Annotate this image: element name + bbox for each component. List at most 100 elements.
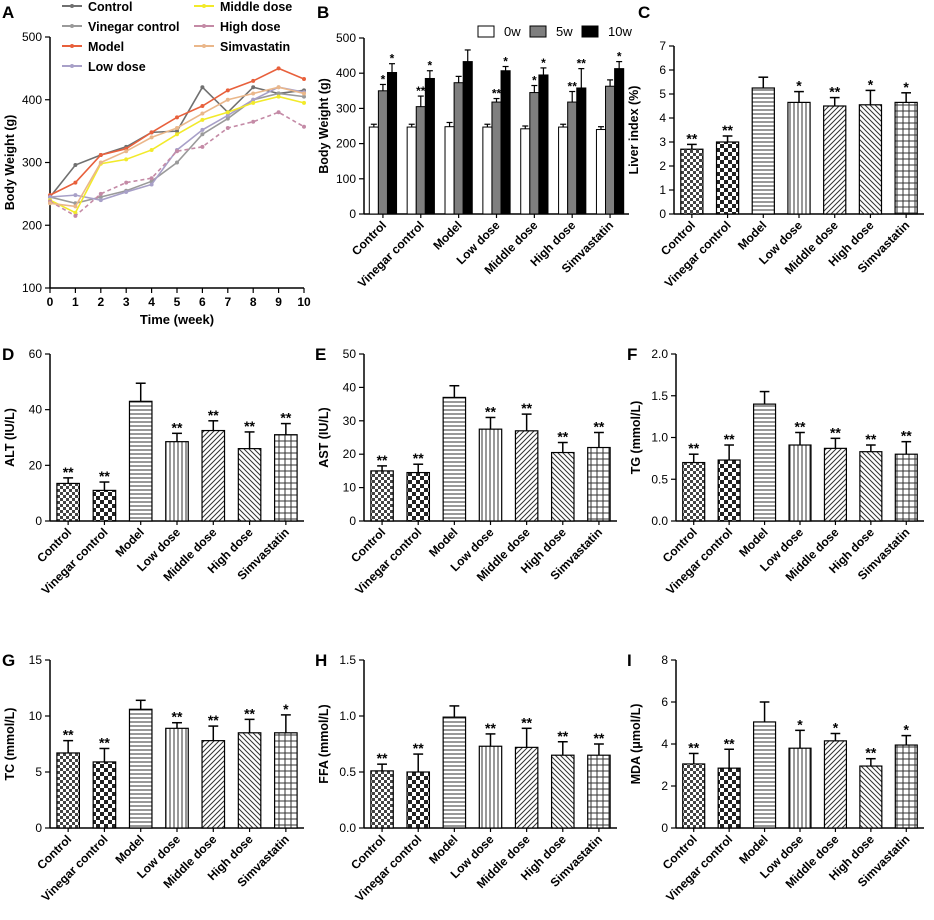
panel-letter-f: F bbox=[627, 345, 637, 364]
panel-letter-g: G bbox=[2, 651, 15, 670]
data-point bbox=[302, 91, 306, 96]
bar bbox=[406, 471, 431, 522]
bar bbox=[453, 82, 464, 215]
data-point bbox=[175, 115, 179, 120]
y-tick-label: 10 bbox=[29, 709, 43, 723]
legend-label: Low dose bbox=[88, 60, 146, 74]
significance-label: ** bbox=[244, 705, 255, 721]
legend-marker bbox=[70, 24, 74, 28]
y-axis-label: Body Weight (g) bbox=[3, 115, 17, 211]
x-tick-label: Vinegar control bbox=[663, 525, 735, 597]
y-tick-label: 200 bbox=[336, 137, 356, 151]
x-tick-label: Model bbox=[735, 218, 769, 252]
data-point bbox=[124, 157, 129, 162]
bar bbox=[752, 721, 777, 829]
bar bbox=[823, 740, 848, 829]
data-point bbox=[175, 132, 179, 137]
bar bbox=[478, 428, 503, 522]
bar bbox=[442, 396, 467, 522]
y-tick-label: 6 bbox=[661, 695, 668, 709]
x-tick-label: Model bbox=[426, 832, 460, 866]
panel-a-line-chart: 100 200 300 400 500 Body Weight (g) 0 1 2 3 4 5 6 7 8 9… bbox=[3, 0, 311, 327]
significance-label: ** bbox=[557, 728, 568, 744]
bar bbox=[92, 761, 117, 829]
x-tick-label: Vinegar control bbox=[352, 832, 424, 904]
data-point bbox=[98, 160, 103, 165]
y-tick-label: 20 bbox=[343, 447, 357, 461]
significance-label: ** bbox=[830, 424, 841, 440]
y-tick-label: 0 bbox=[659, 207, 666, 221]
significance-label: ** bbox=[413, 450, 424, 466]
data-point bbox=[149, 147, 154, 152]
legend-label: High dose bbox=[220, 20, 280, 34]
y-tick-label: 1.5 bbox=[651, 389, 668, 403]
significance-label: ** bbox=[795, 418, 806, 434]
significance-label: * bbox=[796, 78, 802, 94]
significance-label: * bbox=[390, 52, 395, 66]
y-tick-label: 300 bbox=[336, 101, 356, 115]
data-point bbox=[302, 77, 306, 82]
series-line bbox=[49, 85, 305, 198]
panel-letter-e: E bbox=[315, 345, 326, 364]
y-tick-label: 1.5 bbox=[339, 653, 356, 667]
legend-marker bbox=[202, 4, 206, 8]
data-point bbox=[276, 94, 281, 99]
panel-letter-h: H bbox=[315, 651, 327, 670]
y-tick-label: 40 bbox=[343, 380, 357, 394]
legend-label: Vinegar control bbox=[88, 20, 179, 34]
data-point bbox=[124, 149, 129, 154]
bar bbox=[514, 430, 539, 522]
legend-marker bbox=[202, 44, 206, 48]
data-point bbox=[48, 201, 52, 206]
data-point bbox=[251, 91, 256, 96]
significance-label: ** bbox=[99, 468, 110, 484]
x-tick-label: Vinegar control bbox=[352, 525, 424, 597]
panel-letter-b: B bbox=[317, 3, 329, 22]
legend-label: 5w bbox=[556, 24, 573, 39]
bar bbox=[482, 126, 493, 215]
data-point bbox=[73, 204, 78, 209]
y-tick-label: 60 bbox=[29, 347, 43, 361]
bar bbox=[386, 71, 398, 215]
x-tick-label: Vinegar control bbox=[39, 832, 111, 904]
bar bbox=[751, 87, 775, 215]
data-point bbox=[251, 119, 256, 124]
significance-label: ** bbox=[485, 720, 496, 736]
y-tick-label: 0 bbox=[349, 514, 356, 528]
y-tick-label: 400 bbox=[22, 93, 42, 107]
data-point bbox=[124, 180, 129, 185]
significance-label: ** bbox=[901, 428, 912, 444]
bar bbox=[478, 745, 503, 829]
data-point bbox=[225, 113, 230, 118]
y-tick-label: 1.0 bbox=[651, 431, 668, 445]
x-tick-label: 9 bbox=[275, 295, 282, 309]
x-tick-label: Vinegar control bbox=[39, 525, 111, 597]
data-point bbox=[200, 127, 205, 132]
bar bbox=[894, 453, 918, 522]
y-tick-label: 0 bbox=[35, 821, 42, 835]
y-tick-label: 100 bbox=[22, 281, 42, 295]
data-point bbox=[98, 195, 103, 200]
legend-label: Simvastatin bbox=[220, 40, 290, 54]
x-tick-label: 6 bbox=[199, 295, 206, 309]
significance-label: ** bbox=[413, 740, 424, 756]
bar bbox=[788, 444, 812, 522]
bar bbox=[128, 400, 153, 522]
bar bbox=[370, 770, 394, 829]
significance-label: ** bbox=[377, 452, 388, 468]
x-tick-label: 3 bbox=[123, 295, 130, 309]
legend-swatch bbox=[529, 25, 547, 38]
x-tick-label: 1 bbox=[72, 295, 79, 309]
y-tick-label: 3 bbox=[659, 135, 666, 149]
y-axis-label: ALT (IU/L) bbox=[3, 408, 17, 467]
bar bbox=[274, 434, 298, 522]
significance-label: ** bbox=[829, 84, 840, 100]
data-point bbox=[200, 144, 205, 149]
y-tick-label: 50 bbox=[343, 347, 357, 361]
bar bbox=[788, 747, 812, 829]
x-tick-label: 7 bbox=[224, 295, 231, 309]
bar bbox=[424, 77, 435, 215]
